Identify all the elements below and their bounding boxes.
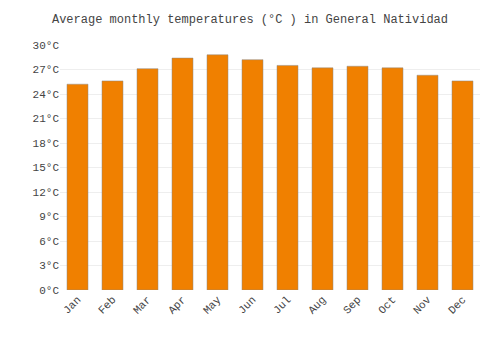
svg-text:Sep: Sep [341, 294, 363, 316]
svg-text:Jan: Jan [61, 294, 83, 316]
svg-text:30°C: 30°C [33, 40, 60, 52]
svg-text:Average monthly temperatures (: Average monthly temperatures (°C ) in Ge… [52, 13, 448, 27]
svg-text:Oct: Oct [376, 294, 398, 316]
svg-text:Dec: Dec [446, 294, 468, 316]
svg-text:12°C: 12°C [33, 187, 60, 199]
svg-text:Nov: Nov [411, 294, 434, 317]
svg-text:21°C: 21°C [33, 113, 60, 125]
svg-text:Feb: Feb [96, 294, 118, 316]
svg-text:May: May [201, 294, 224, 317]
svg-text:3°C: 3°C [39, 260, 59, 272]
svg-text:18°C: 18°C [33, 138, 60, 150]
svg-text:6°C: 6°C [39, 236, 59, 248]
svg-text:15°C: 15°C [33, 162, 60, 174]
svg-text:Aug: Aug [306, 294, 328, 316]
svg-text:9°C: 9°C [39, 211, 59, 223]
svg-text:Jul: Jul [271, 294, 293, 316]
svg-text:Jun: Jun [236, 294, 258, 316]
svg-text:24°C: 24°C [33, 89, 60, 101]
svg-text:Mar: Mar [131, 294, 153, 316]
svg-text:Apr: Apr [166, 294, 188, 316]
svg-text:0°C: 0°C [39, 285, 59, 297]
svg-text:27°C: 27°C [33, 64, 60, 76]
